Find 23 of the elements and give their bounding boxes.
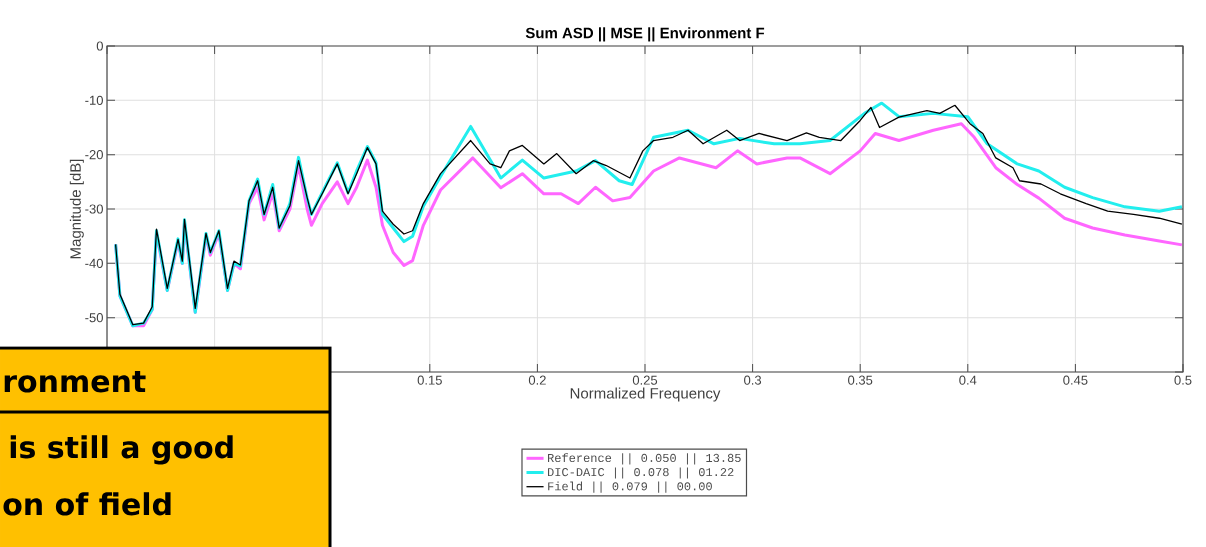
- x-tick-label: 0.5: [1174, 375, 1192, 385]
- x-tick-label: 0.35: [848, 375, 873, 385]
- y-tick-label: -30: [85, 204, 103, 214]
- y-tick-label: -50: [85, 313, 103, 323]
- text: is still a good: [10, 435, 233, 465]
- x-tick-label: 0.2: [528, 375, 546, 385]
- y-tick-label: -40: [85, 258, 103, 268]
- y-tick-label: -20: [85, 150, 103, 160]
- legend-label: DIC-DAIC || 0.078 || 01.22: [548, 467, 734, 479]
- y-axis-title: Magnitude [dB]: [69, 159, 84, 259]
- y-tick-label: 0: [96, 41, 103, 51]
- x-tick-label: 0.4: [959, 375, 977, 385]
- x-tick-label: 0.25: [632, 375, 658, 385]
- text: on of field: [3, 492, 171, 516]
- x-axis-title: Normalized Frequency: [570, 387, 721, 402]
- x-tick-label: 0.15: [417, 375, 442, 385]
- x-tick-label: 0.3: [744, 375, 762, 385]
- annotation: ronment: [4, 370, 146, 393]
- legend-label: Field || 0.079 || 00.00: [548, 481, 712, 493]
- legend-label: Reference || 0.050 || 13.85: [548, 453, 741, 465]
- y-tick-label: -10: [85, 95, 103, 105]
- chart-title: Sum ASD || MSE || Environment F: [525, 27, 765, 42]
- x-tick-label: 0.45: [1063, 375, 1088, 385]
